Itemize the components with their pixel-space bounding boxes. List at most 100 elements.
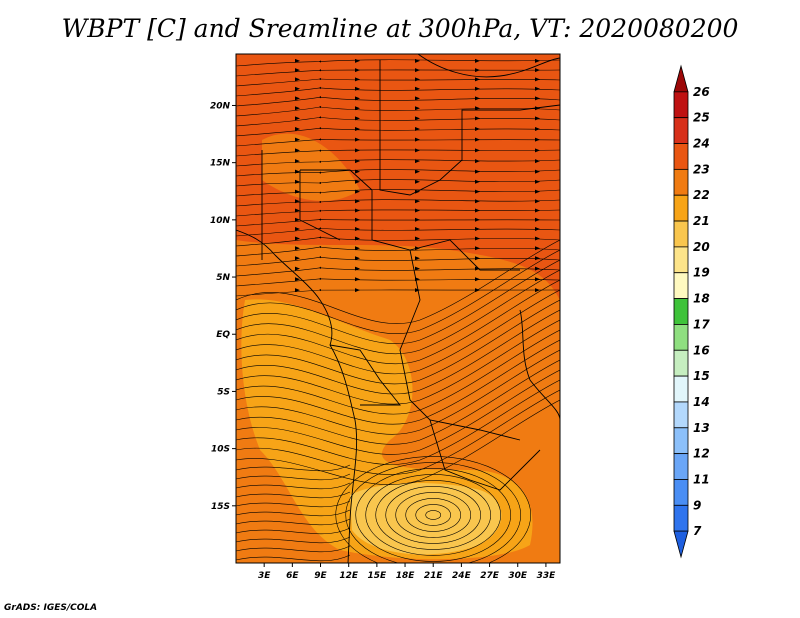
streamline-arrow — [475, 159, 480, 164]
streamline — [236, 536, 351, 544]
streamline-arrow — [295, 288, 300, 293]
streamline-arrow — [535, 137, 540, 142]
map-frame — [235, 53, 561, 564]
streamline-arrow — [475, 169, 480, 174]
streamline-arrow — [295, 227, 300, 232]
streamline-arrow — [535, 96, 540, 101]
streamline-arrow — [475, 86, 480, 91]
streamline-arrow — [535, 199, 540, 204]
colorbar-segment — [673, 91, 689, 119]
streamline-arrow — [355, 116, 360, 121]
streamline-arrow — [415, 77, 420, 82]
lon-tick-label: 6E — [286, 571, 299, 581]
colorbar-label: 15 — [693, 369, 710, 383]
streamline-arrow — [475, 137, 480, 142]
streamline-arrow — [355, 126, 360, 131]
streamline-arrow — [535, 148, 540, 153]
streamline-arrow — [415, 217, 420, 222]
chart-title: WBPT [C] and Sreamline at 300hPa, VT: 20… — [61, 14, 739, 43]
streamline — [236, 554, 351, 562]
streamline-arrow — [295, 236, 300, 241]
vortex-ring — [425, 510, 442, 520]
lon-tick-label: 15E — [368, 571, 388, 581]
streamline-arrow — [295, 266, 300, 271]
streamline-arrow — [295, 189, 300, 194]
colorbar: 7 9 11 12 13 14 15 16 17 18 19 20 21 22 23 24 25 26 — [673, 64, 710, 559]
streamline-arrow — [535, 288, 540, 293]
streamline-arrow — [295, 86, 300, 91]
streamline-vortex — [335, 456, 531, 563]
lon-tick-label: 27E — [480, 571, 500, 581]
streamline-arrow — [535, 227, 540, 232]
streamline-arrow — [475, 256, 480, 261]
colorbar-label: 11 — [693, 472, 710, 486]
streamline-arrow — [295, 148, 300, 153]
streamline-arrow — [475, 58, 480, 63]
streamline-arrow — [295, 126, 300, 131]
lat-tick-label: 5S — [217, 387, 230, 397]
vortex-ring — [375, 480, 492, 550]
streamline — [236, 482, 351, 490]
streamline-arrow — [535, 246, 540, 251]
vortex-ring — [365, 474, 502, 556]
colorbar-segment — [673, 479, 689, 506]
streamline-arrow — [355, 148, 360, 153]
streamline — [236, 279, 560, 365]
streamline-arrow — [415, 288, 420, 293]
streamline-arrow — [415, 96, 420, 101]
streamline-arrow — [355, 189, 360, 194]
streamline-arrow — [355, 246, 360, 251]
streamline-arrow — [295, 277, 300, 282]
streamline-arrow — [475, 77, 480, 82]
streamline-arrow — [355, 288, 360, 293]
streamline-arrow — [475, 126, 480, 131]
streamline — [236, 518, 351, 526]
streamline-arrow — [475, 96, 480, 101]
streamline — [236, 255, 560, 267]
streamline-arrow — [415, 256, 420, 261]
vortex-ring — [415, 504, 452, 526]
streamline-arrow — [475, 106, 480, 111]
colorbar-label: 9 — [693, 498, 701, 512]
streamline-arrow — [475, 199, 480, 204]
lon-tick-label: 12E — [339, 571, 359, 581]
country-borders — [236, 54, 560, 563]
colorbar-label: 19 — [693, 266, 710, 280]
streamline-arrow — [535, 77, 540, 82]
streamline-arrow — [295, 256, 300, 261]
streamline-arrow — [295, 116, 300, 121]
colorbar-label: 25 — [693, 111, 710, 125]
colorbar-segment — [673, 453, 689, 480]
streamline-arrow — [535, 86, 540, 91]
streamline-arrow — [475, 227, 480, 232]
streamline-arrow — [535, 159, 540, 164]
streamline-arrow — [415, 137, 420, 142]
streamline-arrow — [295, 106, 300, 111]
colorbar-segment — [673, 324, 689, 351]
streamline-arrow — [415, 179, 420, 184]
streamline-arrow — [535, 256, 540, 261]
streamline-arrow — [415, 126, 420, 131]
streamline-arrow — [415, 159, 420, 164]
colorbar-label: 13 — [693, 421, 710, 435]
streamline-arrow — [295, 137, 300, 142]
streamline-arrow — [415, 266, 420, 271]
lon-tick-label: 3E — [258, 571, 271, 581]
streamline-arrow — [295, 179, 300, 184]
streamline-arrow — [355, 68, 360, 73]
streamline-arrow — [535, 169, 540, 174]
streamline-arrow — [295, 208, 300, 213]
colorbar-segment — [673, 298, 689, 325]
longitude-axis: 3E 6E 9E 12E 15E 18E 21E 24E 27E 30E 33E — [258, 563, 556, 581]
footer-credit: GrADS: IGES/COLA — [4, 603, 98, 613]
colorbar-segment — [673, 401, 689, 429]
map-field — [236, 54, 560, 563]
lat-tick-label: 15S — [211, 502, 230, 512]
streamline — [236, 339, 560, 425]
streamline-arrow — [415, 106, 420, 111]
colorbar-segment — [673, 168, 689, 196]
streamline-arrow — [535, 266, 540, 271]
streamline-arrow — [415, 148, 420, 153]
streamline — [236, 69, 560, 77]
